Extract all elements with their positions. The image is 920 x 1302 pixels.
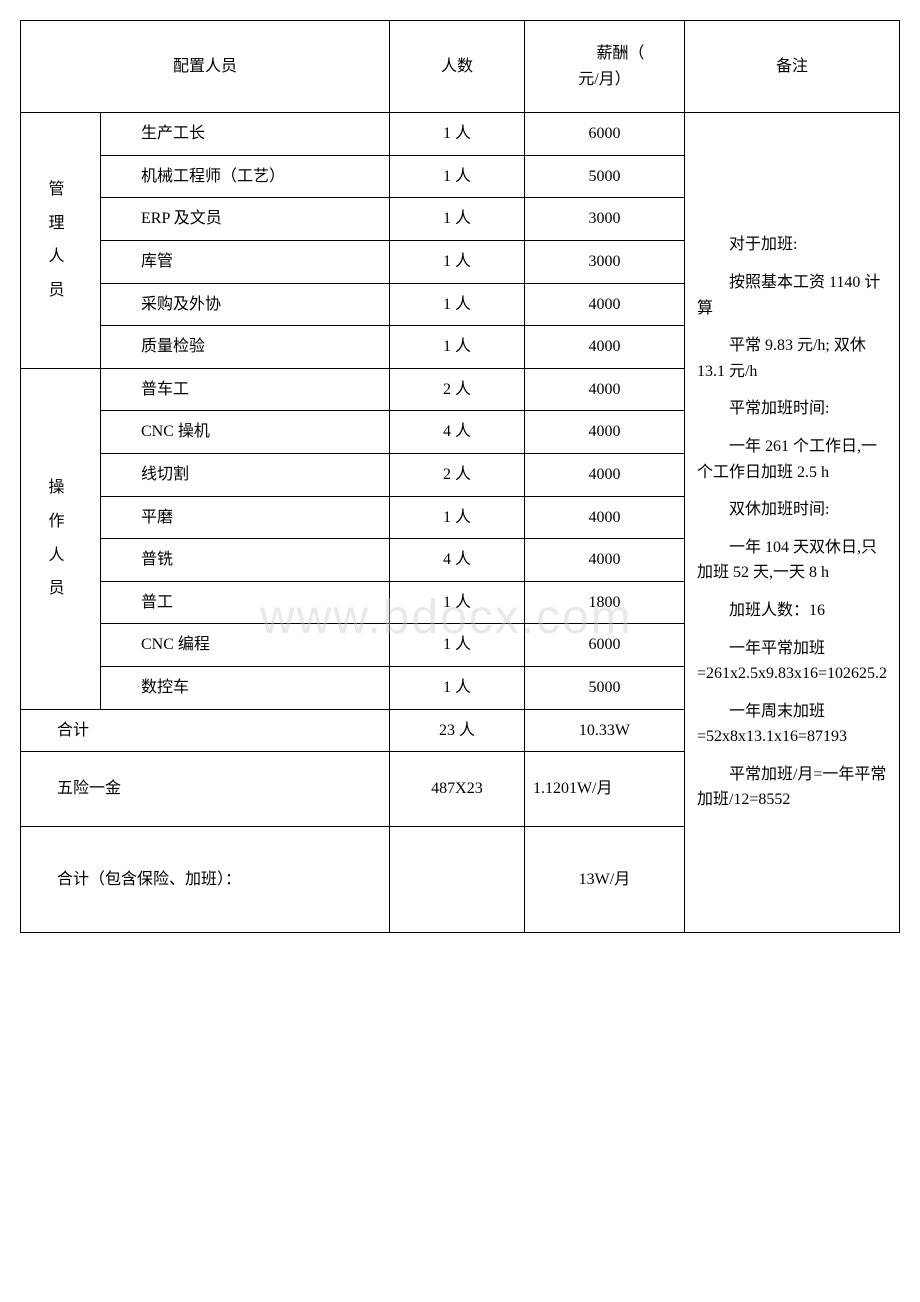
insurance-salary: 1.1201W/月 [524,752,684,827]
salary-table: 配置人员 人数 薪酬（元/月） 备注 管 理 人 员 生产工长 1 人 6000… [20,20,900,933]
salary-cell: 6000 [524,113,684,156]
header-salary: 薪酬（元/月） [524,21,684,113]
role-cell: 普铣 [101,539,390,582]
count-cell: 1 人 [389,326,524,369]
role-cell: 库管 [101,240,390,283]
header-count: 人数 [389,21,524,113]
count-cell: 1 人 [389,113,524,156]
salary-cell: 1800 [524,581,684,624]
salary-cell: 4000 [524,411,684,454]
salary-cell: 6000 [524,624,684,667]
salary-cell: 4000 [524,496,684,539]
count-cell: 4 人 [389,411,524,454]
header-row: 配置人员 人数 薪酬（元/月） 备注 [21,21,900,113]
role-cell: 平磨 [101,496,390,539]
header-config: 配置人员 [21,21,390,113]
count-cell: 1 人 [389,666,524,709]
subtotal-label: 合计 [21,709,390,752]
count-cell: 1 人 [389,155,524,198]
insurance-label: 五险一金 [21,752,390,827]
salary-cell: 4000 [524,283,684,326]
insurance-count: 487X23 [389,752,524,827]
subtotal-count: 23 人 [389,709,524,752]
role-cell: 数控车 [101,666,390,709]
salary-cell: 3000 [524,198,684,241]
count-cell: 1 人 [389,581,524,624]
role-cell: CNC 操机 [101,411,390,454]
salary-cell: 5000 [524,666,684,709]
role-cell: CNC 编程 [101,624,390,667]
salary-cell: 4000 [524,368,684,411]
count-cell: 1 人 [389,283,524,326]
salary-cell: 4000 [524,326,684,369]
role-cell: 生产工长 [101,113,390,156]
operators-label: 操 作 人 员 [21,368,101,709]
salary-cell: 3000 [524,240,684,283]
count-cell: 1 人 [389,624,524,667]
role-cell: 普车工 [101,368,390,411]
final-count [389,826,524,933]
count-cell: 1 人 [389,198,524,241]
remark-cell: 对于加班: 按照基本工资 1140 计算 平常 9.83 元/h; 双休 13.… [684,113,899,933]
header-remark: 备注 [684,21,899,113]
count-cell: 1 人 [389,496,524,539]
salary-cell: 5000 [524,155,684,198]
management-label: 管 理 人 员 [21,113,101,369]
subtotal-salary: 10.33W [524,709,684,752]
count-cell: 4 人 [389,539,524,582]
count-cell: 2 人 [389,453,524,496]
role-cell: 质量检验 [101,326,390,369]
table-row: 管 理 人 员 生产工长 1 人 6000 对于加班: 按照基本工资 1140 … [21,113,900,156]
count-cell: 1 人 [389,240,524,283]
role-cell: 线切割 [101,453,390,496]
count-cell: 2 人 [389,368,524,411]
salary-cell: 4000 [524,539,684,582]
final-salary: 13W/月 [524,826,684,933]
salary-cell: 4000 [524,453,684,496]
role-cell: ERP 及文员 [101,198,390,241]
role-cell: 机械工程师（工艺） [101,155,390,198]
role-cell: 采购及外协 [101,283,390,326]
role-cell: 普工 [101,581,390,624]
final-label: 合计（包含保险、加班）： [21,826,390,933]
